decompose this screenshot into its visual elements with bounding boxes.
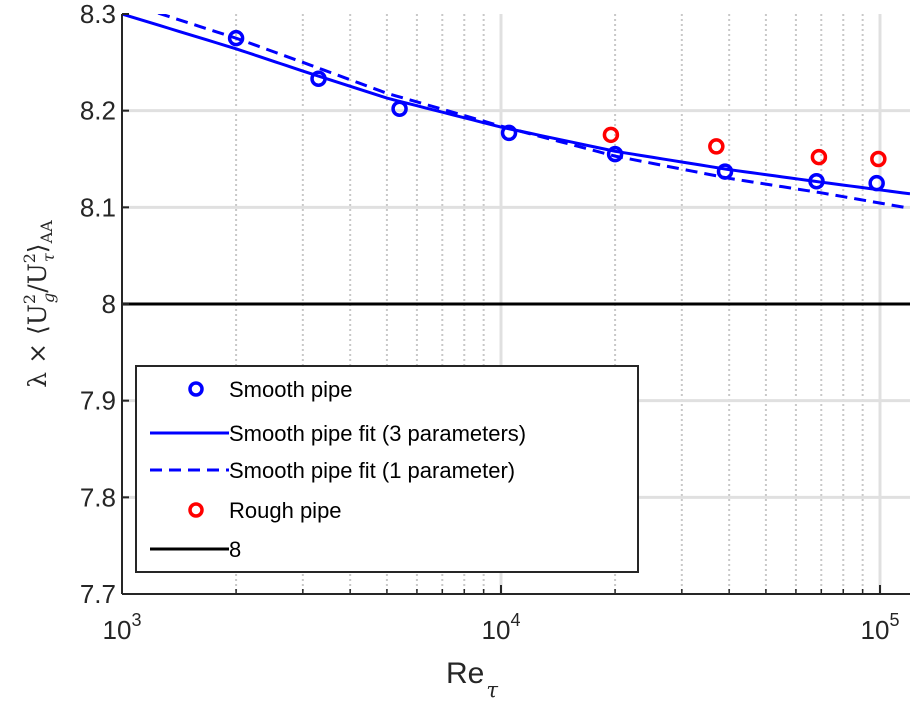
x-tick-label: 103 — [103, 610, 142, 645]
y-tick-label: 7.7 — [80, 579, 116, 609]
axes-layer — [121, 13, 910, 595]
legend-label-eight: 8 — [229, 537, 241, 562]
rough-pipe-point — [708, 138, 725, 155]
smooth-pipe-point — [808, 172, 825, 190]
y-tick-label: 8.1 — [80, 192, 116, 222]
smooth-pipe-point — [391, 100, 408, 117]
series-layer — [122, 14, 910, 306]
smooth-pipe-point — [716, 163, 734, 180]
x-tick-label: 105 — [861, 610, 900, 645]
smooth-pipe-point — [227, 29, 245, 47]
legend: Smooth pipe Smooth pipe fit (3 parameter… — [135, 365, 639, 573]
legend-entry-rough-pipe: Rough pipe — [188, 498, 342, 523]
y-tick-label: 8 — [102, 289, 116, 319]
legend-label-rough-pipe: Rough pipe — [229, 498, 342, 523]
y-tick-label: 8.3 — [80, 0, 116, 29]
legend-label-smooth-fit-3: Smooth pipe fit (3 parameters) — [229, 421, 526, 446]
x-axis-label-subscript: τ — [486, 678, 498, 702]
rough-pipe-point — [810, 148, 828, 166]
tick-labels: 7.7 7.8 7.9 8 8.1 8.2 8.3 103 104 105 — [80, 0, 900, 645]
y-tick-label: 8.2 — [80, 96, 116, 126]
plot-area — [122, 14, 910, 306]
legend-entry-eight: 8 — [150, 537, 241, 562]
legend-box — [135, 365, 639, 573]
legend-entry-smooth-fit-3: Smooth pipe fit (3 parameters) — [150, 421, 526, 446]
smooth-pipe-point — [310, 70, 327, 88]
legend-marker-rough-pipe — [188, 502, 204, 518]
smooth-pipe-point — [606, 145, 624, 163]
legend-entry-smooth-pipe: Smooth pipe — [188, 377, 353, 402]
legend-entry-smooth-fit-1: Smooth pipe fit (1 parameter) — [150, 458, 515, 483]
legend-marker-smooth-pipe — [188, 381, 204, 397]
x-tick-label: 104 — [482, 610, 521, 645]
rough-pipe-point — [602, 126, 620, 144]
y-tick-label: 7.8 — [80, 482, 116, 512]
smooth-pipe-point — [868, 174, 885, 192]
legend-label-smooth-pipe: Smooth pipe — [229, 377, 353, 402]
x-axis-label: Reτ — [446, 657, 498, 702]
legend-label-smooth-fit-1: Smooth pipe fit (1 parameter) — [229, 458, 515, 483]
y-axis-label: λ × ⟨U2g/U2τ⟩AA — [20, 220, 58, 388]
series-line-smooth-fit-1 — [156, 14, 910, 210]
rough-pipe-point — [870, 150, 887, 168]
y-tick-label: 7.9 — [80, 386, 116, 416]
smooth-pipe-point — [500, 124, 518, 142]
